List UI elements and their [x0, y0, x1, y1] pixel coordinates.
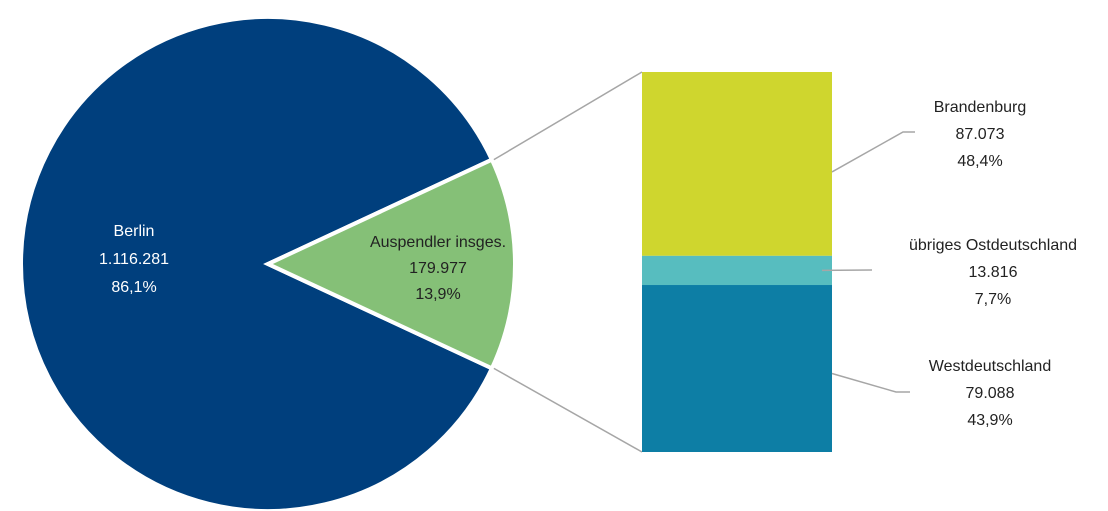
segment-label-westdeutschland-name: Westdeutschland — [929, 358, 1051, 375]
segment-label-ostdeutschland-percent: 7,7% — [975, 291, 1011, 308]
segment-label-westdeutschland-value: 79.088 — [966, 385, 1015, 402]
connector-line-top — [493, 71, 643, 161]
leader-line-westdeutschland — [831, 372, 910, 393]
pie-to-bar-connectors — [493, 71, 643, 453]
pie-slice-auspendler-insges — [263, 156, 517, 372]
segment-label-brandenburg-percent: 48,4% — [957, 153, 1002, 170]
pie-slice-berlin — [19, 15, 495, 511]
slice-label-auspendler-percent: 13,9% — [415, 286, 460, 303]
segment-label-ostdeutschland-value: 13.816 — [969, 264, 1018, 281]
segment-leader-lines — [821, 131, 915, 393]
slice-label-auspendler-value: 179.977 — [409, 260, 467, 277]
slice-label-berlin-percent: 86,1% — [111, 279, 156, 296]
segment-label-brandenburg-value: 87.073 — [956, 126, 1005, 143]
slice-label-berlin-name: Berlin — [114, 223, 155, 240]
segment-label-westdeutschland-percent: 43,9% — [967, 412, 1012, 429]
bar-segment-brandenburg — [642, 72, 832, 256]
pie — [19, 15, 517, 511]
connector-line-bottom — [493, 367, 643, 453]
segment-label-brandenburg-name: Brandenburg — [934, 99, 1027, 116]
stacked-breakdown-bar — [642, 72, 832, 452]
slice-label-auspendler-name: Auspendler insges. — [370, 234, 506, 251]
bar-segment-uebriges-ostdeutschland — [642, 255, 832, 286]
bar-segment-westdeutschland — [642, 285, 832, 452]
leader-line-brandenburg — [831, 131, 915, 173]
slice-label-berlin-value: 1.116.281 — [99, 251, 169, 268]
segment-label-ostdeutschland-name: übriges Ostdeutschland — [909, 237, 1077, 254]
